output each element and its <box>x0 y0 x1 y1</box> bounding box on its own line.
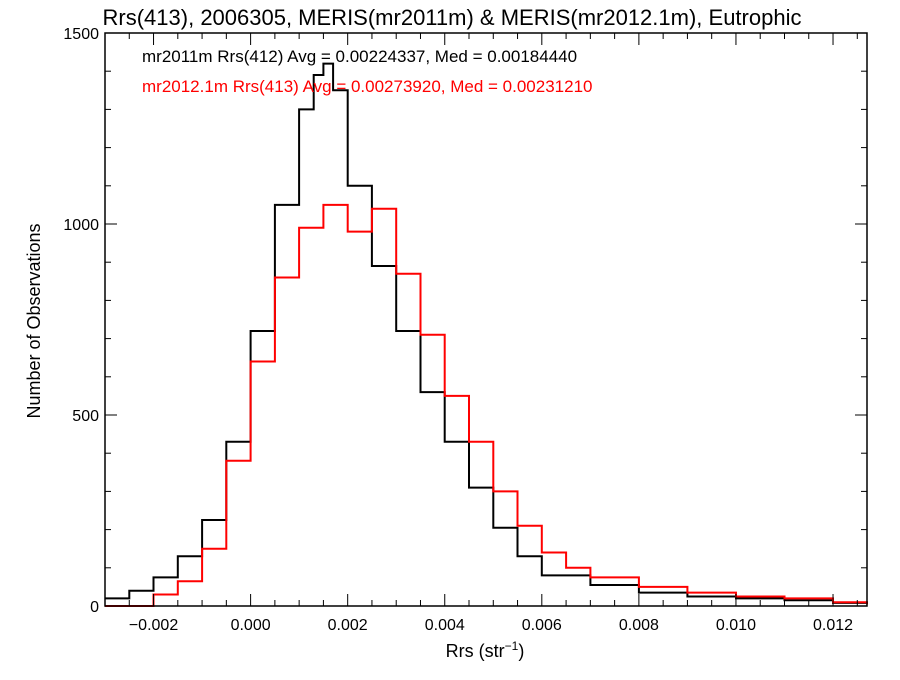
legend: mr2011m Rrs(412) Avg = 0.00224337, Med =… <box>142 47 593 96</box>
x-tick-label: 0.004 <box>425 617 465 634</box>
x-axis-label-main: Rrs (str <box>446 641 505 661</box>
y-axis-label: Number of Observations <box>24 223 44 418</box>
series-line-0 <box>105 62 868 605</box>
legend-entry-mr2012-1m: mr2012.1m Rrs(413) Avg = 0.00273920, Med… <box>142 77 593 96</box>
x-tick-label: 0.010 <box>716 617 756 634</box>
y-tick-label: 1500 <box>63 26 99 43</box>
x-tick-label: 0.002 <box>328 617 368 634</box>
series-line-1 <box>105 203 868 607</box>
tick-layer: −0.002 0.000 0.002 0.004 0.006 0.008 0.010 0.01… <box>63 26 867 634</box>
y-tick-label: 1000 <box>63 217 99 234</box>
x-axis-label-close: ) <box>518 641 524 661</box>
x-tick-label: 0.012 <box>813 617 853 634</box>
x-tick-label: 0.006 <box>522 617 562 634</box>
x-tick-label: 0.000 <box>231 617 271 634</box>
legend-entry-mr2011m: mr2011m Rrs(412) Avg = 0.00224337, Med =… <box>142 47 577 66</box>
plot-frame <box>104 32 868 607</box>
x-axis-label-superscript: −1 <box>505 639 519 653</box>
y-tick-label: 0 <box>90 599 99 616</box>
x-tick-label: 0.008 <box>619 617 659 634</box>
y-tick-label: 500 <box>72 408 99 425</box>
x-axis-label: Rrs (str−1) <box>446 639 525 661</box>
x-tick-label: −0.002 <box>129 617 178 634</box>
chart-title: Rrs(413), 2006305, MERIS(mr2011m) & MERI… <box>103 5 802 30</box>
series-layer <box>105 62 868 607</box>
